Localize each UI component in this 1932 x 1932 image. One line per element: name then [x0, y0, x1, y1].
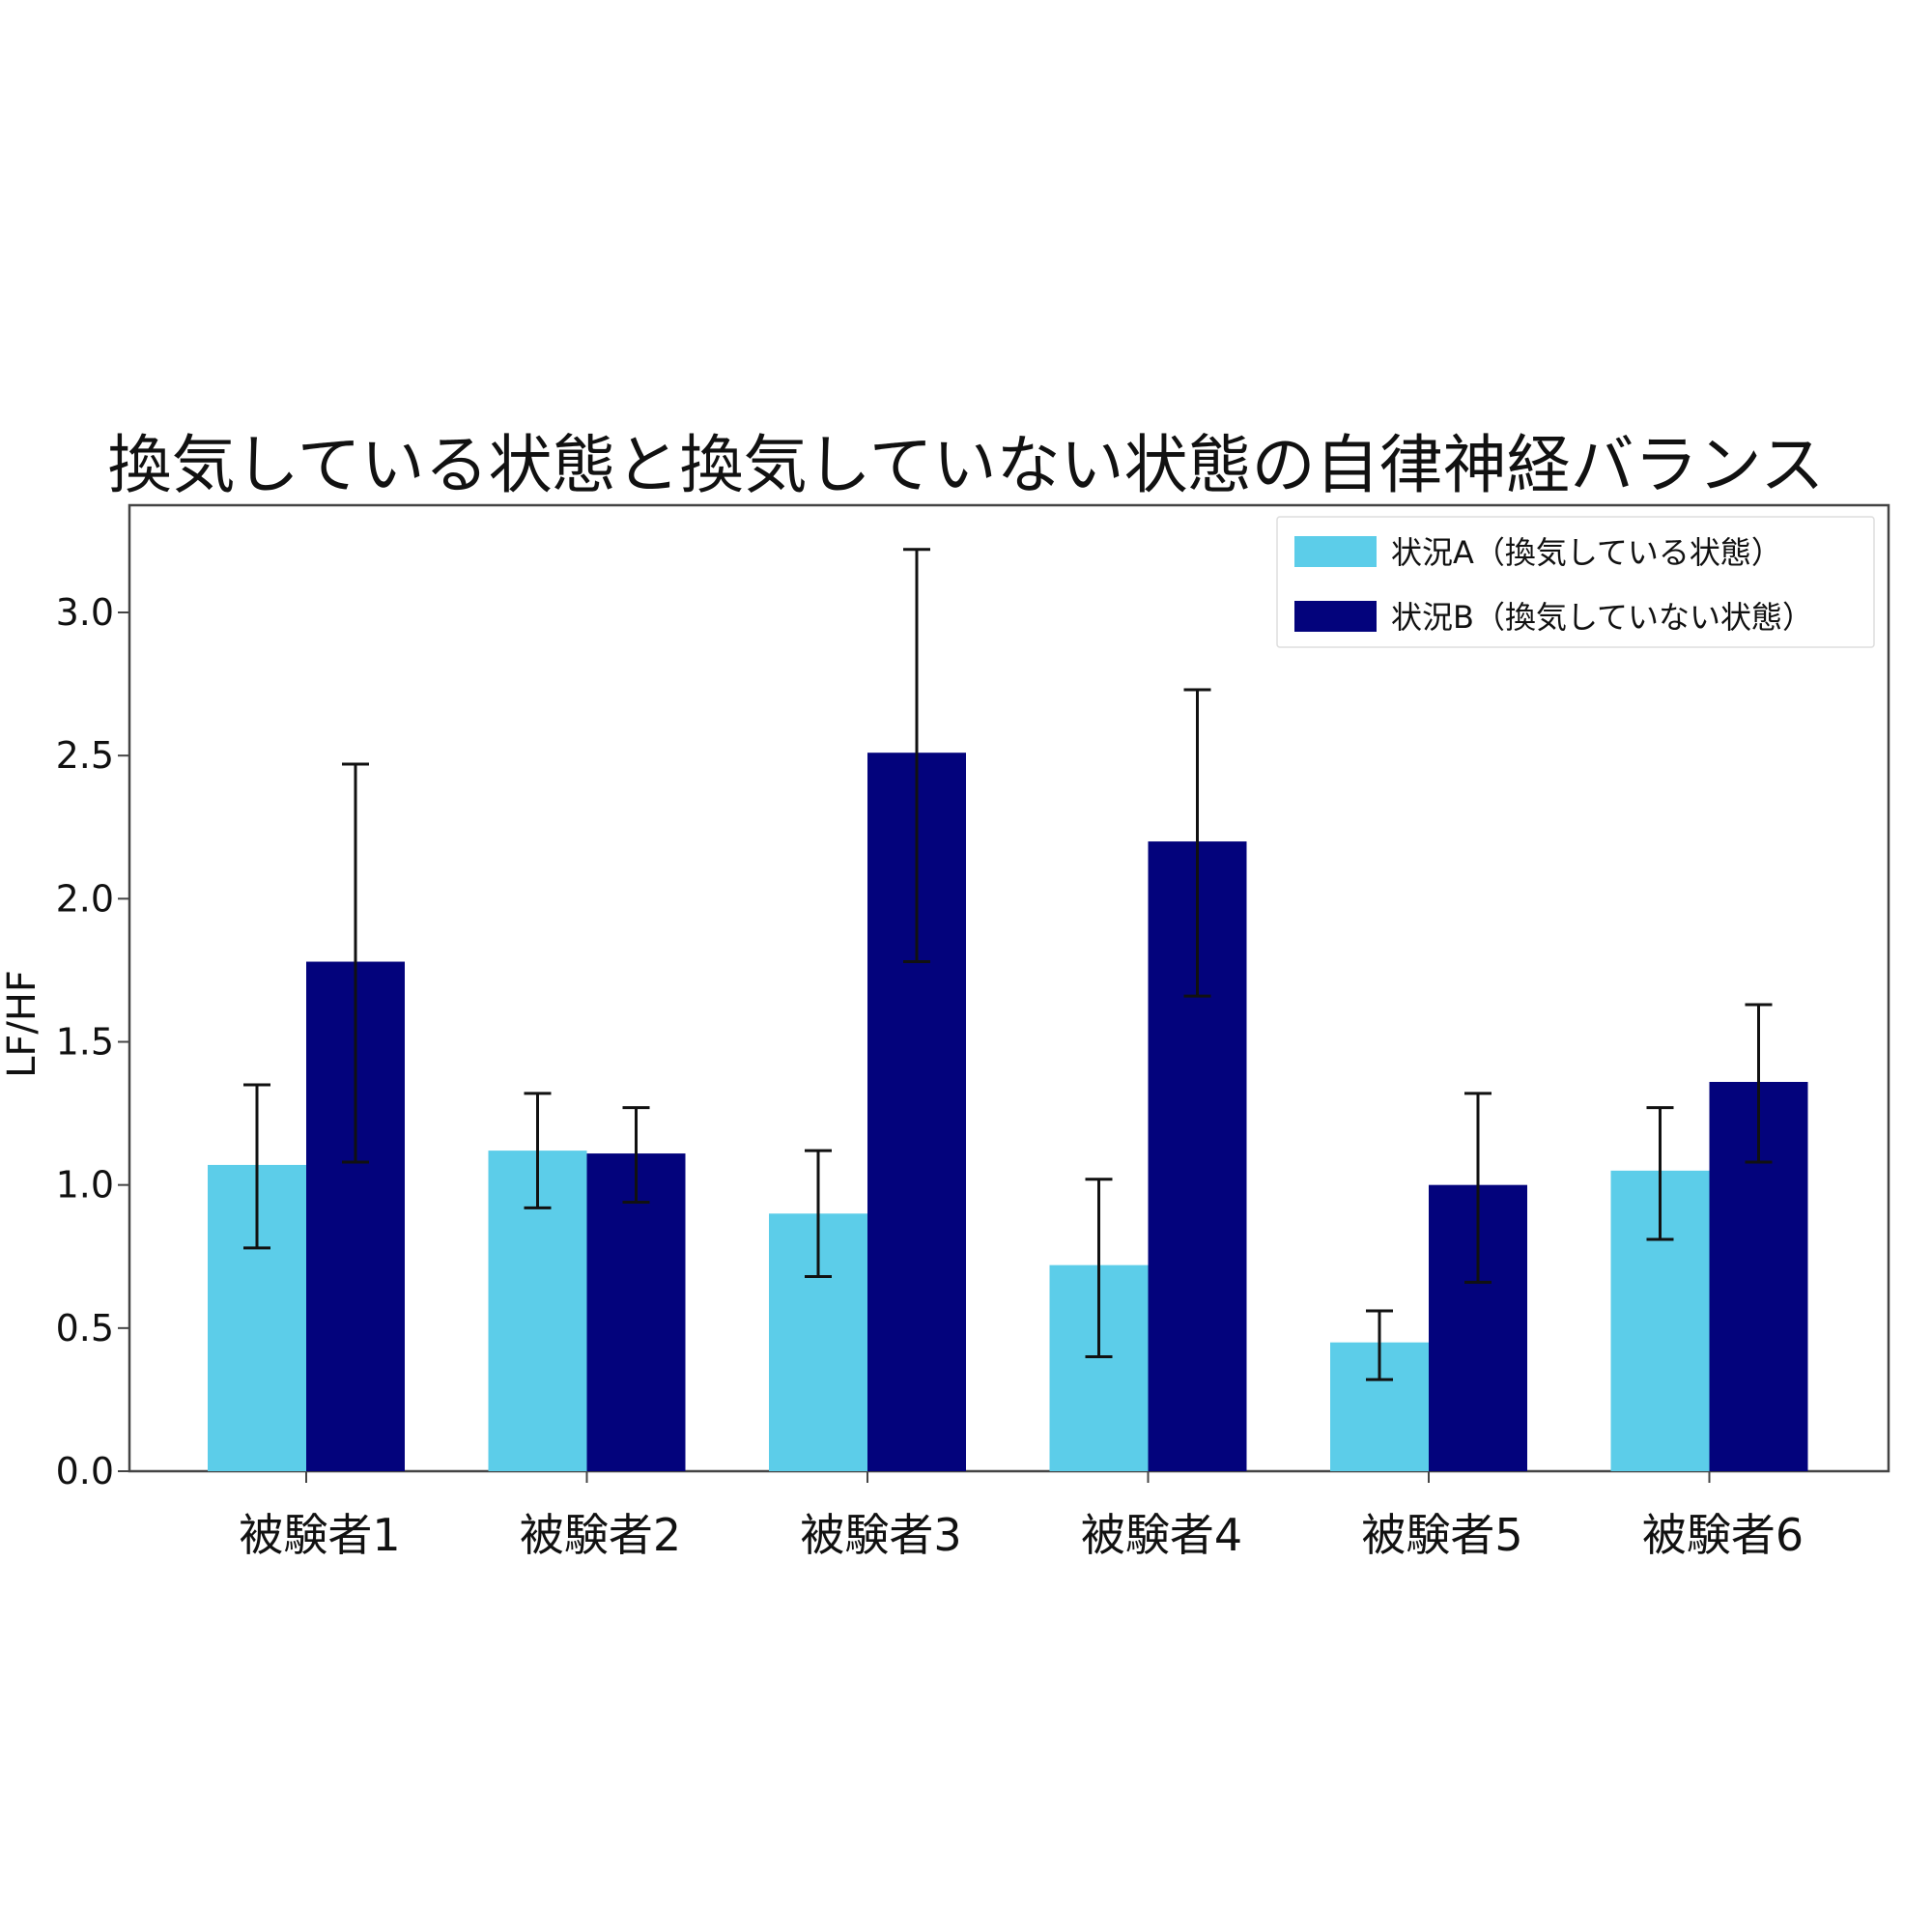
x-tick-label: 被験者5	[1361, 1509, 1522, 1561]
error-bars-layer	[243, 548, 1773, 1381]
error-bar-b-4	[1183, 688, 1211, 998]
y-tick-label: 0.0	[56, 1450, 114, 1492]
x-tick-label: 被験者3	[800, 1509, 961, 1561]
legend-frame	[1276, 516, 1875, 648]
plot-frame	[128, 503, 1890, 1473]
chart-title: 換気している状態と換気していない状態の自律神経バランス	[107, 428, 1825, 502]
legend-label-b: 状況B（換気していない状態）	[1391, 599, 1813, 636]
legend-swatch-b	[1294, 601, 1377, 632]
y-tick-label: 2.5	[56, 734, 114, 777]
x-tick-label: 被験者2	[520, 1509, 681, 1561]
error-bar-b-3	[903, 548, 930, 964]
y-tick-label: 0.5	[56, 1307, 114, 1350]
y-tick-label: 3.0	[56, 591, 114, 634]
y-tick-label: 1.5	[56, 1021, 114, 1064]
error-bar-a-1	[243, 1083, 270, 1250]
x-tick-label: 被験者4	[1081, 1509, 1242, 1561]
y-axis: 0.0 0.5 1.0 1.5 2.0 2.5 3.0	[56, 591, 129, 1492]
y-tick-label: 1.0	[56, 1164, 114, 1207]
legend: 状況A（換気している状態） 状況B（換気していない状態）	[1276, 516, 1875, 648]
error-bar-b-5	[1464, 1092, 1492, 1284]
x-axis: 被験者1 被験者2 被験者3 被験者4 被験者5 被験者6	[239, 1471, 1804, 1561]
legend-label-a: 状況A（換気している状態）	[1391, 534, 1782, 571]
error-bar-a-3	[805, 1149, 832, 1278]
error-bar-a-4	[1085, 1178, 1113, 1358]
x-tick-label: 被験者1	[239, 1509, 400, 1561]
error-bar-a-2	[524, 1092, 552, 1209]
legend-swatch-a	[1294, 536, 1377, 567]
error-bar-a-5	[1366, 1309, 1393, 1381]
error-bar-b-1	[342, 762, 369, 1164]
y-axis-label: LF/HF	[0, 970, 44, 1078]
error-bar-a-6	[1646, 1106, 1674, 1241]
x-tick-label: 被験者6	[1642, 1509, 1804, 1561]
error-bar-b-6	[1745, 1003, 1773, 1164]
y-tick-label: 2.0	[56, 877, 114, 920]
bar-b-2	[586, 1153, 686, 1471]
error-bar-b-2	[622, 1106, 650, 1204]
bars-layer	[208, 753, 1808, 1471]
